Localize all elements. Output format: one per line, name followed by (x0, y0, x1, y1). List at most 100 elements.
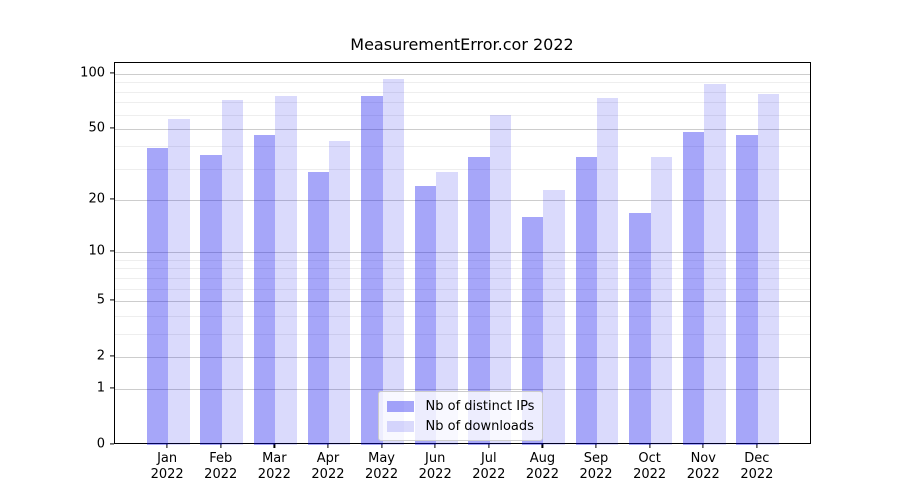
minor-gridline (114, 277, 810, 279)
x-tick-month: Jun (425, 451, 446, 466)
bar-aug-downloads (543, 189, 565, 445)
x-tick-label: Mar 2022 (258, 451, 291, 484)
x-tick-year: 2022 (579, 467, 613, 483)
x-tick-mark (220, 444, 222, 448)
bar-apr-downloads (328, 140, 351, 445)
y-tick-label: 5 (96, 292, 105, 308)
y-tick-mark (109, 387, 114, 389)
minor-gridline (114, 146, 810, 148)
minor-gridline (114, 259, 810, 261)
x-tick-label: Dec 2022 (740, 451, 773, 484)
x-tick-year: 2022 (311, 467, 345, 483)
x-tick-month: Jan (157, 451, 178, 466)
legend-swatch-icon (386, 420, 414, 432)
bar-oct-distinct-ips (629, 212, 651, 445)
bar-nov-distinct-ips (682, 132, 705, 445)
x-tick-mark (541, 444, 544, 448)
y-tick-mark (109, 250, 114, 252)
y-tick-mark (109, 355, 114, 357)
bar-may-downloads (382, 78, 404, 445)
legend-label: Nb of downloads (425, 418, 534, 434)
x-tick-mark (434, 444, 436, 448)
bar-jul-downloads (489, 114, 512, 445)
minor-gridline (114, 168, 810, 170)
x-tick-mark (273, 444, 275, 448)
bar-jun-distinct-ips (414, 186, 437, 445)
bar-jan-distinct-ips (146, 148, 169, 445)
major-gridline (114, 252, 810, 254)
y-tick-mark (109, 443, 114, 445)
x-tick-mark (595, 444, 597, 448)
x-tick-year: 2022 (740, 467, 774, 483)
bar-mar-distinct-ips (253, 135, 276, 445)
plot-area: Nb of distinct IPs Nb of downloads (113, 62, 811, 445)
bar-aug-distinct-ips (522, 217, 544, 445)
x-tick-year: 2022 (633, 467, 667, 483)
bar-mar-downloads (275, 95, 297, 445)
bar-apr-distinct-ips (307, 171, 329, 445)
major-gridline (114, 356, 810, 358)
minor-gridline (114, 288, 810, 290)
x-tick-label: Nov 2022 (687, 451, 720, 484)
minor-gridline (114, 102, 810, 104)
x-tick-label: Oct 2022 (633, 451, 666, 484)
bar-jun-downloads (436, 171, 458, 445)
legend-item-distinct-ips: Nb of distinct IPs (386, 397, 535, 415)
minor-gridline (114, 333, 810, 335)
bar-sep-distinct-ips (575, 156, 598, 445)
major-gridline (114, 389, 810, 391)
y-tick-mark (109, 127, 114, 129)
x-tick-month: Sep (583, 451, 609, 466)
x-tick-label: Jan 2022 (151, 451, 184, 484)
y-tick-mark (109, 299, 114, 301)
minor-gridline (114, 91, 810, 93)
x-tick-label: Jun 2022 (419, 451, 452, 484)
x-tick-month: May (368, 451, 395, 466)
major-gridline (114, 128, 810, 130)
y-tick-label: 0 (96, 436, 105, 452)
x-tick-year: 2022 (204, 467, 238, 483)
bar-sep-downloads (597, 97, 619, 445)
major-gridline (114, 200, 810, 202)
x-tick-mark (649, 444, 651, 448)
major-gridline (114, 74, 810, 75)
x-tick-month: Jul (480, 451, 497, 466)
x-tick-year: 2022 (257, 467, 291, 483)
x-tick-month: Dec (744, 451, 770, 466)
x-tick-mark (380, 444, 383, 448)
legend-item-downloads: Nb of downloads (386, 417, 535, 435)
x-tick-mark (166, 444, 168, 448)
bar-feb-distinct-ips (200, 154, 222, 445)
x-tick-month: Oct (638, 451, 661, 466)
minor-gridline (114, 82, 810, 84)
bar-jan-downloads (168, 118, 190, 445)
bar-dec-downloads (757, 93, 780, 445)
x-tick-label: Apr 2022 (311, 451, 344, 484)
gridlines-layer (114, 63, 810, 443)
x-tick-year: 2022 (365, 467, 399, 483)
legend-swatch-icon (386, 400, 414, 412)
y-tick-label: 20 (88, 191, 105, 207)
x-tick-mark (756, 444, 758, 448)
y-tick-label: 50 (88, 120, 105, 136)
y-tick-mark (109, 72, 114, 74)
x-tick-month: Apr (316, 451, 340, 466)
y-tick-label: 100 (80, 65, 105, 81)
x-tick-label: Aug 2022 (526, 451, 559, 484)
bar-oct-downloads (650, 156, 673, 445)
x-tick-mark (702, 444, 704, 448)
y-tick-label: 2 (96, 348, 105, 364)
x-tick-label: Sep 2022 (579, 451, 612, 484)
legend-label: Nb of distinct IPs (425, 398, 535, 414)
minor-gridline (114, 315, 810, 317)
y-tick-mark (109, 198, 114, 200)
x-tick-year: 2022 (686, 467, 720, 483)
x-tick-mark (488, 444, 490, 448)
minor-gridline (114, 268, 810, 270)
x-tick-year: 2022 (150, 467, 184, 483)
x-tick-year: 2022 (418, 467, 452, 483)
x-tick-label: Jul 2022 (472, 451, 505, 484)
x-tick-month: Aug (529, 451, 556, 466)
y-tick-label: 10 (88, 243, 105, 259)
